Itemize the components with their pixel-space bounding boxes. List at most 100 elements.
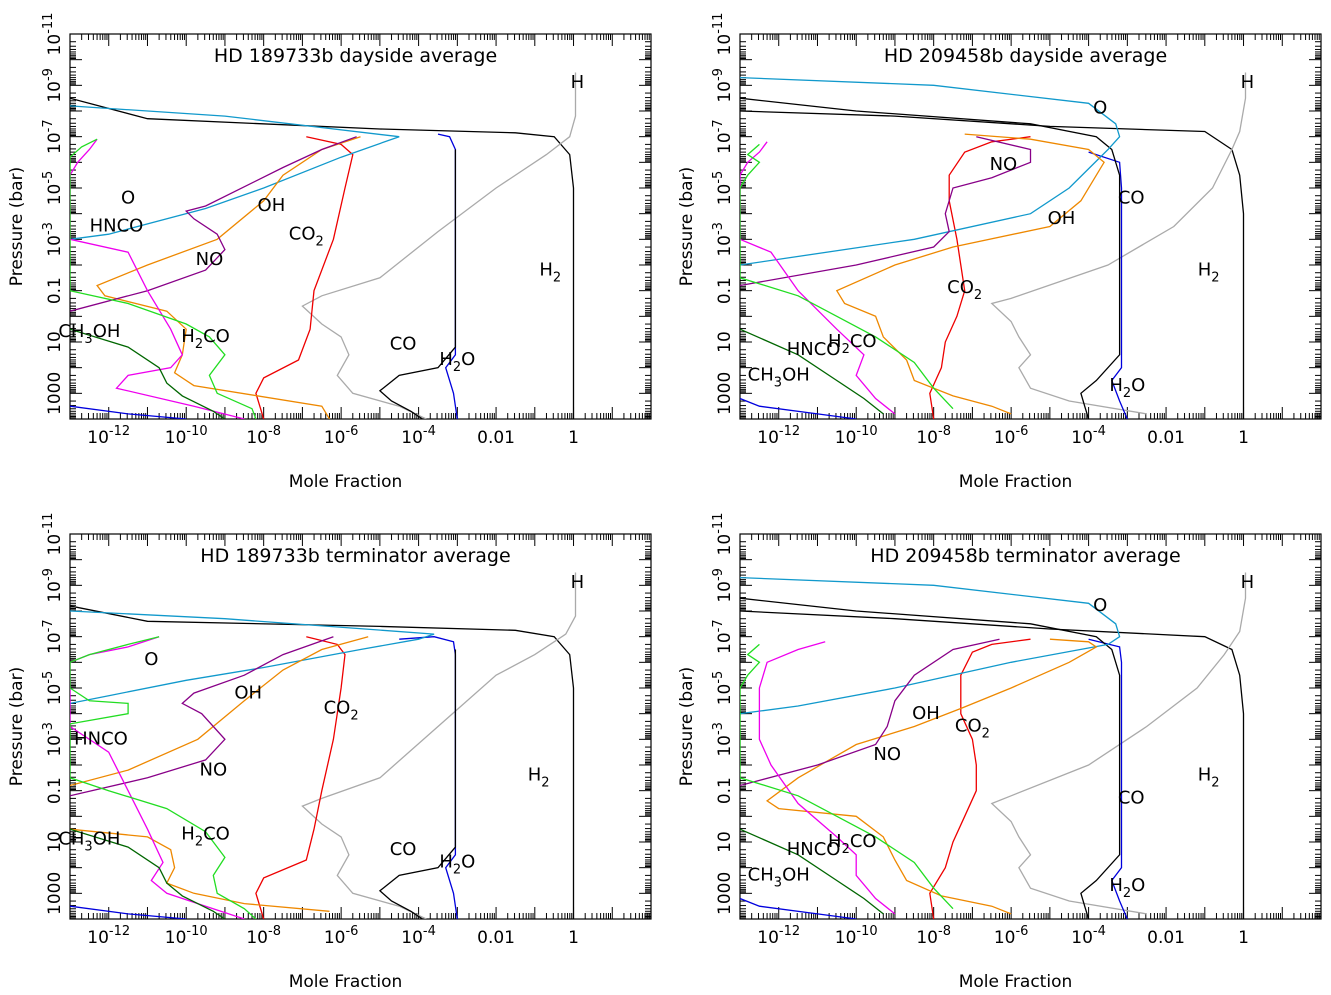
x-tick-label: 10-6: [324, 424, 359, 448]
y-tick-label: 1000: [715, 872, 735, 915]
series-line-CH3OH: [70, 828, 226, 919]
series-label-H2: H2: [528, 764, 550, 790]
series-label-CO: CO: [390, 334, 417, 355]
x-tick-label: 10-10: [835, 924, 878, 948]
series-label-H2O: H2O: [1109, 375, 1145, 401]
series-line-H2O: [740, 897, 857, 919]
y-tick-label: 10-7: [41, 619, 65, 654]
series-label-HNCO: HNCO: [90, 216, 144, 237]
series-line-CH3OH: [740, 328, 884, 415]
y-tick-label: 10-7: [711, 119, 735, 154]
x-tick-label: 10-10: [835, 424, 878, 448]
series-label-OH: OH: [912, 703, 940, 724]
plot-frame: [69, 533, 652, 920]
series-label-H2: H2: [1198, 764, 1220, 790]
series-line-CO2: [255, 636, 346, 919]
series-line-H: [301, 72, 577, 419]
series-label-O: O: [1093, 98, 1107, 119]
series-group: [740, 572, 1247, 919]
series-label-CO: CO: [390, 839, 417, 860]
x-tick-label: 10-8: [916, 924, 951, 948]
x-tick-label: 1: [1238, 428, 1249, 448]
series-label-OH: OH: [234, 682, 262, 703]
y-tick-label: 10-7: [711, 619, 735, 654]
y-tick-label: 10-3: [711, 222, 735, 257]
x-tick-label: 10-12: [87, 924, 130, 948]
series-line-H2CO: [740, 143, 954, 410]
x-tick-label: 10-8: [246, 424, 281, 448]
series-line-CO2: [929, 638, 1031, 919]
series-line-H2CO: [70, 138, 257, 419]
series-label-CO: CO: [1118, 788, 1145, 809]
y-tick-label: 0.1: [45, 277, 65, 304]
series-line-H2: [740, 110, 1245, 419]
series-label-H: H: [1241, 572, 1255, 593]
axis-ticks: [739, 533, 1321, 919]
series-line-H2O: [70, 905, 187, 919]
x-tick-label: 10-10: [165, 924, 208, 948]
series-label-CH3OH: CH3OH: [748, 365, 810, 391]
series-label-O: O: [144, 649, 158, 670]
y-tick-label: 0.1: [715, 777, 735, 804]
y-tick-label: 10: [715, 331, 735, 353]
series-line-H2O: [70, 405, 187, 419]
x-tick-label: 10-12: [757, 924, 800, 948]
series-line-CO: [378, 649, 457, 919]
series-line-H2: [70, 605, 575, 919]
chart-title: HD 209458b terminator average: [870, 545, 1180, 567]
series-line-H2: [70, 97, 575, 419]
series-label-H2O: H2O: [439, 852, 475, 878]
series-line-O: [740, 76, 1121, 266]
y-tick-label: 10-11: [711, 13, 735, 56]
series-label-HNCO: HNCO: [787, 839, 841, 860]
y-tick-label: 10-5: [41, 171, 65, 206]
series-line-HNCO: [758, 641, 896, 915]
series-label-H2O: H2O: [439, 349, 475, 375]
series-label-H2CO: H2CO: [181, 326, 230, 352]
series-line-OH: [835, 133, 1105, 415]
y-tick-label: 10: [45, 331, 65, 353]
y-axis-label: Pressure (bar): [677, 667, 697, 786]
series-line-H2O-branch: [1088, 151, 1128, 419]
series-label-CO2: CO2: [947, 277, 982, 303]
y-tick-label: 10-9: [41, 68, 65, 103]
x-tick-label: 0.01: [477, 428, 515, 448]
series-line-NO: [70, 136, 357, 312]
chart-panel-2: Mole Fraction Pressure (bar) HD 209458b da…: [677, 33, 1322, 492]
y-tick-label: 10-9: [711, 568, 735, 603]
y-tick-label: 10-3: [711, 722, 735, 757]
y-tick-label: 1000: [45, 372, 65, 415]
axis-ticks: [69, 533, 651, 919]
series-label-HNCO: HNCO: [787, 339, 841, 360]
series-line-OH: [70, 636, 369, 787]
series-group: [70, 572, 577, 919]
y-tick-label: 10: [715, 831, 735, 853]
series-line-CO: [378, 149, 457, 419]
series-line-NO: [70, 636, 334, 797]
series-line-H2CO: [70, 636, 257, 919]
series-label-CH3OH: CH3OH: [58, 321, 120, 347]
series-label-NO: NO: [196, 249, 224, 270]
series-line-H: [301, 572, 577, 919]
series-label-H2: H2: [1198, 259, 1220, 285]
x-tick-label: 10-6: [994, 424, 1029, 448]
y-tick-label: 10-9: [711, 68, 735, 103]
series-line-HNCO: [740, 141, 896, 415]
series-label-O: O: [121, 187, 135, 208]
series-label-CO2: CO2: [289, 223, 324, 249]
x-tick-label: 0.01: [1147, 428, 1185, 448]
y-tick-label: 10-11: [41, 513, 65, 556]
series-line-NO: [740, 136, 1032, 287]
series-line-O: [70, 610, 435, 705]
x-tick-label: 10-6: [324, 924, 359, 948]
series-label-O: O: [1093, 595, 1107, 616]
x-tick-label: 10-4: [401, 424, 436, 448]
x-tick-label: 1: [568, 928, 579, 948]
series-line-OH: [96, 136, 361, 419]
axis-ticks: [739, 33, 1321, 419]
series-line-H2O-branch: [437, 133, 458, 419]
x-tick-label: 10-12: [87, 424, 130, 448]
series-label-CH3OH: CH3OH: [58, 829, 120, 855]
series-line-H2: [740, 610, 1245, 919]
series-line-CO: [740, 597, 1121, 919]
